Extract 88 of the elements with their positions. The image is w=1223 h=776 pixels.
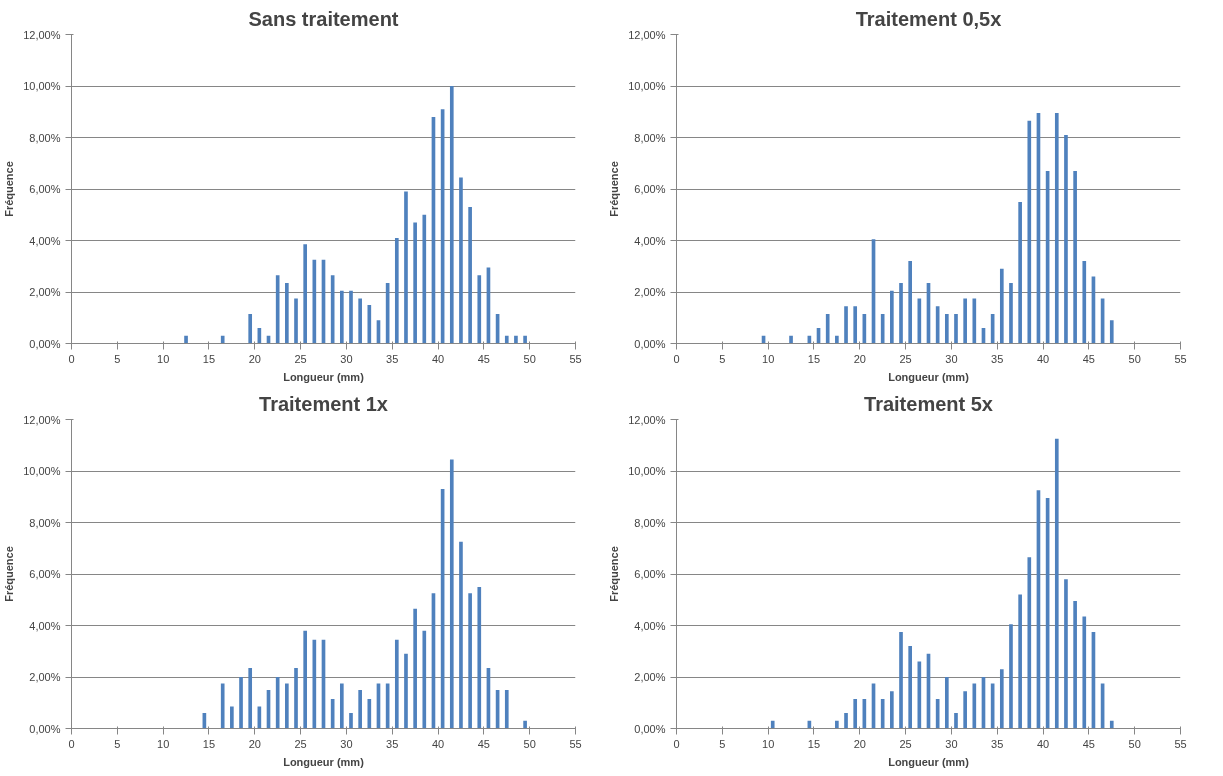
- y-tick-label: 8,00%: [29, 516, 61, 529]
- x-tick-label: 10: [157, 352, 170, 365]
- y-tick-label: 4,00%: [29, 234, 61, 247]
- x-tick-label: 50: [523, 737, 536, 750]
- y-tick-label: 10,00%: [23, 80, 61, 92]
- chart-title: Traitement 0,5x: [855, 7, 1002, 30]
- y-tick-label: 8,00%: [634, 516, 666, 529]
- x-tick-label: 15: [202, 352, 216, 365]
- x-tick-label: 30: [945, 737, 958, 750]
- x-tick-label: 5: [719, 737, 726, 750]
- y-tick-label: 10,00%: [628, 80, 666, 92]
- x-tick-label: 25: [899, 352, 912, 365]
- chart-title: Traitement 5x: [864, 392, 993, 415]
- x-tick-label: 25: [899, 737, 912, 750]
- x-tick-label: 40: [1036, 352, 1050, 365]
- y-tick-label: 12,00%: [23, 413, 61, 426]
- x-tick-label: 50: [1128, 352, 1141, 365]
- x-tick-label: 55: [569, 737, 582, 750]
- x-tick-label: 25: [294, 737, 307, 750]
- x-tick-label: 45: [1082, 737, 1095, 750]
- x-axis-title: Longueur (mm): [283, 755, 365, 768]
- y-tick-label: 2,00%: [634, 671, 666, 683]
- x-tick-label: 40: [1036, 737, 1050, 750]
- x-tick-label: 45: [477, 737, 490, 750]
- x-tick-label: 30: [340, 737, 353, 750]
- x-tick-label: 0: [673, 737, 680, 750]
- x-tick-label: 10: [762, 737, 775, 750]
- y-tick-label: 6,00%: [29, 568, 61, 580]
- y-tick-label: 4,00%: [634, 619, 666, 632]
- y-tick-label: 12,00%: [23, 28, 61, 41]
- y-tick-label: 10,00%: [23, 465, 61, 477]
- y-tick-label: 12,00%: [628, 28, 666, 41]
- y-axis-title: Fréquence: [3, 161, 16, 217]
- y-tick-label: 2,00%: [29, 286, 61, 298]
- y-axis-title: Fréquence: [3, 546, 16, 602]
- y-tick-label: 2,00%: [29, 671, 61, 683]
- y-tick-label: 0,00%: [634, 337, 666, 350]
- chart-title: Sans traitement: [248, 7, 399, 30]
- y-tick-label: 6,00%: [634, 183, 666, 195]
- x-tick-label: 35: [991, 352, 1004, 365]
- y-tick-label: 12,00%: [628, 413, 666, 426]
- x-tick-label: 35: [386, 737, 399, 750]
- x-tick-label: 15: [807, 737, 821, 750]
- x-tick-label: 35: [386, 352, 399, 365]
- y-axis-title: Fréquence: [608, 546, 621, 602]
- x-tick-label: 10: [157, 737, 170, 750]
- x-tick-label: 50: [1128, 737, 1141, 750]
- x-tick-label: 25: [294, 352, 307, 365]
- y-tick-label: 8,00%: [634, 131, 666, 144]
- x-tick-label: 10: [762, 352, 775, 365]
- y-tick-label: 6,00%: [634, 568, 666, 580]
- x-tick-label: 55: [569, 352, 582, 365]
- x-tick-label: 20: [248, 352, 261, 365]
- y-tick-label: 6,00%: [29, 183, 61, 195]
- x-tick-label: 30: [945, 352, 958, 365]
- x-tick-label: 45: [477, 352, 490, 365]
- x-tick-label: 40: [431, 352, 445, 365]
- x-tick-label: 0: [68, 737, 75, 750]
- x-axis-title: Longueur (mm): [888, 755, 970, 768]
- x-tick-label: 20: [248, 737, 261, 750]
- y-tick-label: 0,00%: [29, 337, 61, 350]
- x-tick-label: 40: [431, 737, 445, 750]
- x-tick-label: 45: [1082, 352, 1095, 365]
- x-tick-label: 50: [523, 352, 536, 365]
- x-axis-title: Longueur (mm): [283, 370, 365, 383]
- y-tick-label: 0,00%: [634, 722, 666, 735]
- y-tick-label: 4,00%: [29, 619, 61, 632]
- x-tick-label: 0: [673, 352, 680, 365]
- x-tick-label: 20: [853, 352, 866, 365]
- x-tick-label: 55: [1174, 352, 1187, 365]
- x-tick-label: 35: [991, 737, 1004, 750]
- y-tick-label: 10,00%: [628, 465, 666, 477]
- x-tick-label: 5: [114, 352, 121, 365]
- x-axis-title: Longueur (mm): [888, 370, 970, 383]
- y-tick-label: 2,00%: [634, 286, 666, 298]
- x-tick-label: 30: [340, 352, 353, 365]
- x-tick-label: 5: [719, 352, 726, 365]
- chart-title: Traitement 1x: [259, 392, 388, 415]
- x-tick-label: 5: [114, 737, 121, 750]
- x-tick-label: 20: [853, 737, 866, 750]
- y-axis-title: Fréquence: [608, 161, 621, 217]
- x-tick-label: 55: [1174, 737, 1187, 750]
- x-tick-label: 15: [202, 737, 216, 750]
- x-tick-label: 0: [68, 352, 75, 365]
- y-tick-label: 8,00%: [29, 131, 61, 144]
- x-tick-label: 15: [807, 352, 821, 365]
- y-tick-label: 4,00%: [634, 234, 666, 247]
- y-tick-label: 0,00%: [29, 722, 61, 735]
